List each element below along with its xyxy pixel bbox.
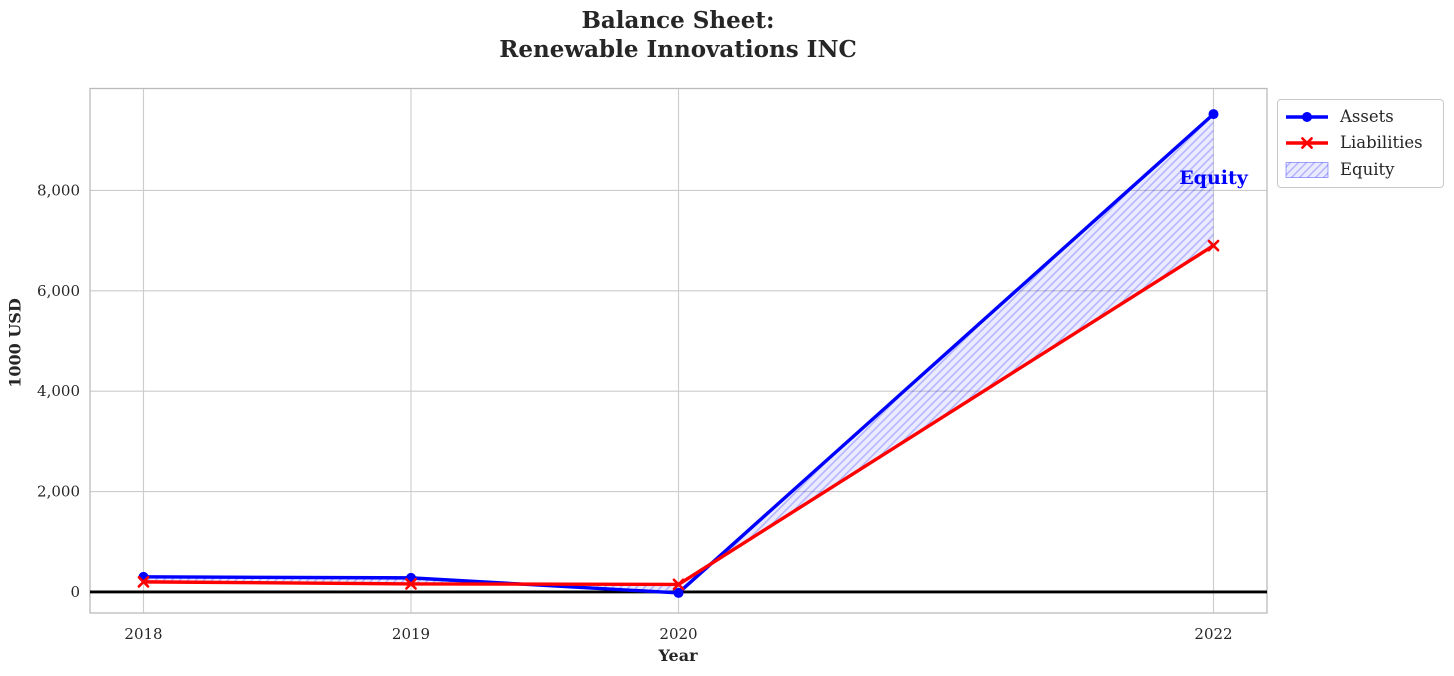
y-tick-label: 8,000 [37,181,80,199]
equity-fill-region [143,114,1214,593]
legend-item-liabilities: Liabilities [1284,134,1437,152]
liabilities-marker [405,577,417,590]
chart-title: Balance Sheet: Renewable Innovations INC [499,7,857,64]
liabilities-marker [137,575,150,588]
axes-border [89,87,1268,614]
x-tick-label: 2019 [392,625,430,643]
y-tick-label: 4,000 [37,382,80,400]
legend-label: Liabilities [1340,133,1423,153]
x-tick-label: 2020 [659,625,697,643]
y-tick-label: 2,000 [37,483,80,501]
assets-marker [673,587,684,598]
liabilities-marker [672,578,685,591]
legend-item-assets: Assets [1284,108,1437,126]
legend-label: Assets [1340,106,1394,126]
legend-assets-sample-icon [1286,112,1328,123]
legend-liabilities-sample-icon [1286,137,1328,150]
y-tick-label: 6,000 [37,282,80,300]
x-tick-label: 2022 [1194,625,1232,643]
legend-equity-sample-icon [1285,161,1329,178]
liabilities-line [143,244,1215,587]
assets-marker [1208,109,1219,120]
x-tick-label: 2018 [124,625,162,643]
equity-annotation: Equity [1179,167,1248,190]
x-axis-label: Year [658,646,698,665]
legend: Assets Liabilities Equity [1277,99,1444,188]
liabilities-marker [1207,239,1220,252]
legend-label: Equity [1340,159,1395,179]
legend-item-equity: Equity [1284,161,1437,179]
y-axis-label: 1000 USD [5,298,25,388]
y-tick-label: 0 [70,583,80,601]
